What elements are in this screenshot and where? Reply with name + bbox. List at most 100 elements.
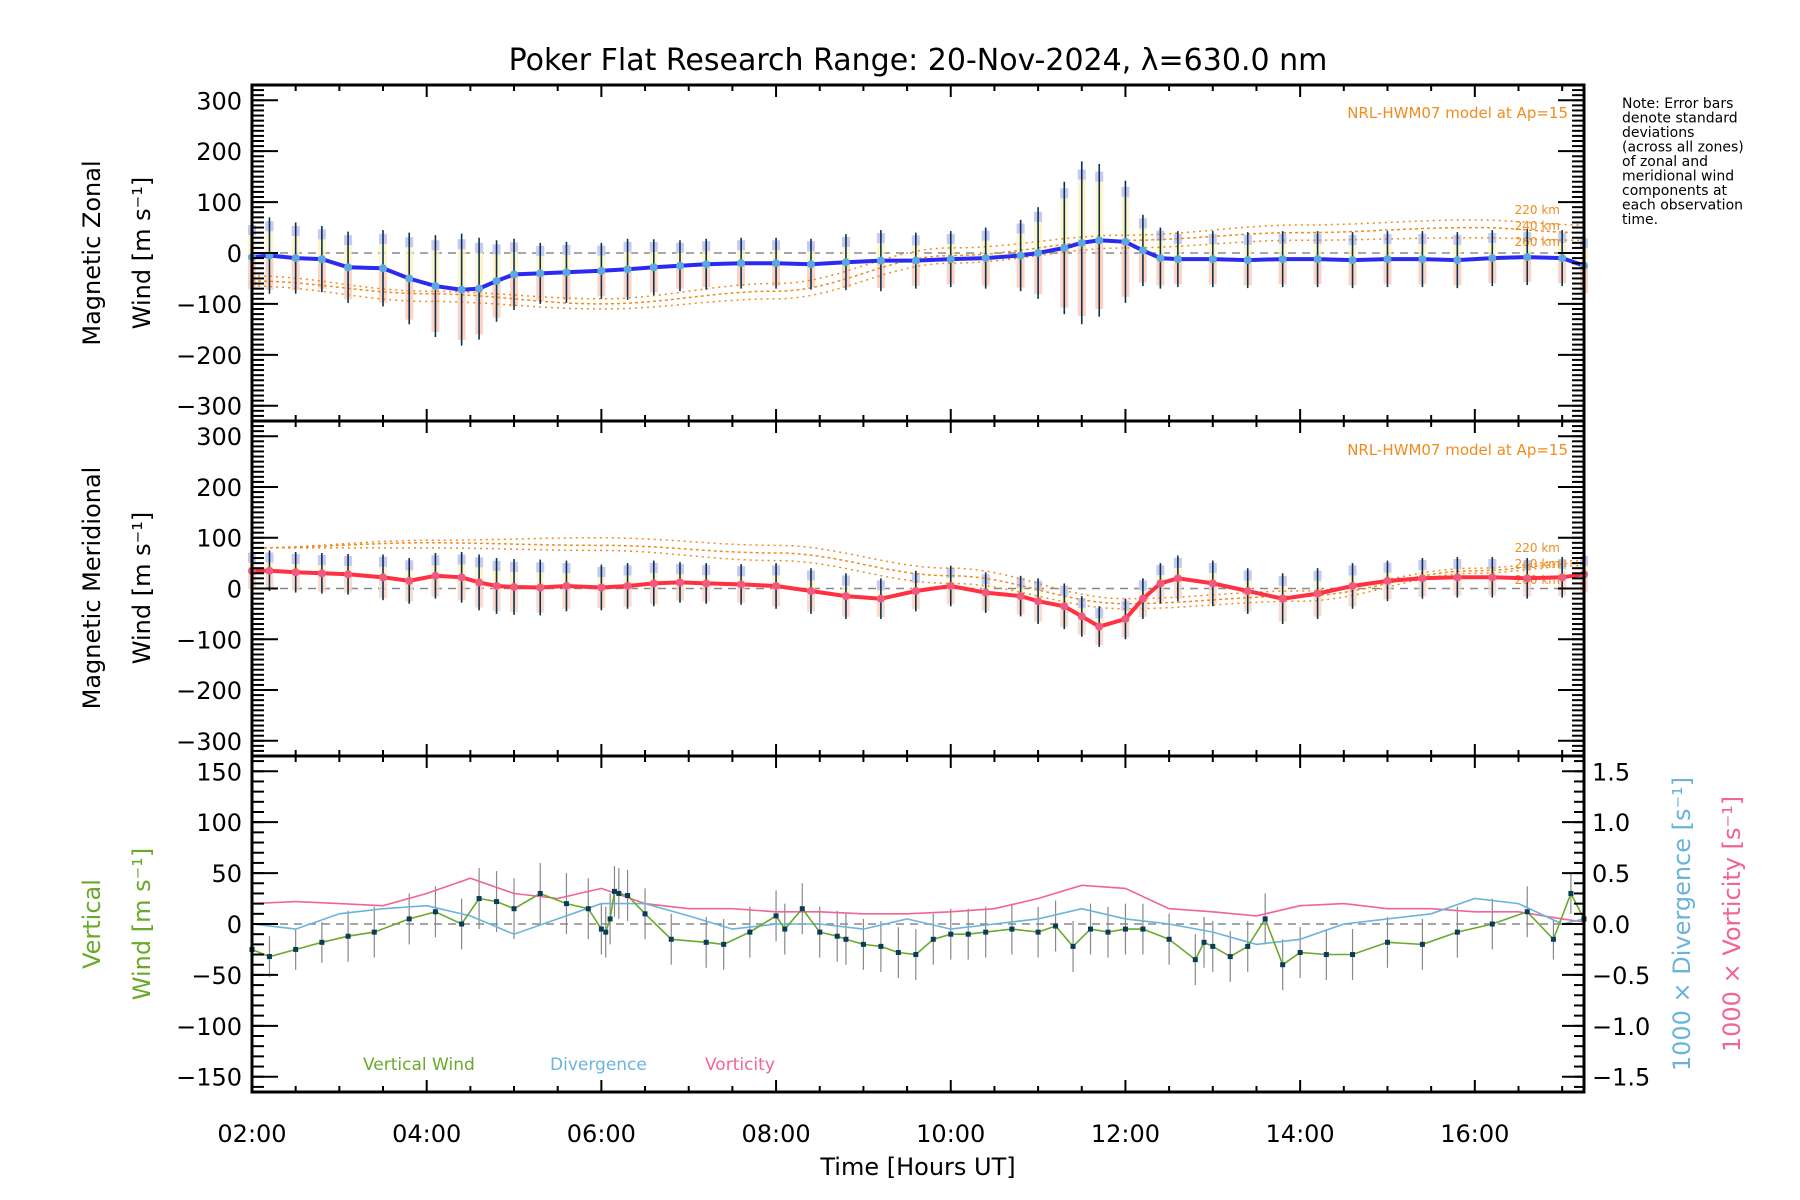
vertical-wind-point (965, 931, 971, 937)
vertical-wind-point (1524, 909, 1530, 915)
vorticity-line (251, 877, 1585, 923)
meridional-mean-point (1383, 576, 1392, 585)
meridional-mean-point (1016, 592, 1025, 601)
vorticity-ylabel: 1000 × Vorticity [s⁻¹] (1718, 796, 1746, 1052)
vertical-wind-point (1035, 929, 1041, 935)
vertical-wind-point (1350, 952, 1356, 958)
vertical-wind-point (345, 933, 351, 939)
zonal-panel: 220 km 240 km 260 km 300 200 100 0 −100 −200 −300 (176, 83, 1588, 423)
zonal-mean-point (431, 282, 440, 291)
vertical-wind-point (878, 943, 884, 949)
chart-title: Poker Flat Research Range: 20-Nov-2024, … (509, 43, 1328, 78)
zonal-mean-point (536, 269, 545, 278)
meridional-model-curve (252, 542, 1585, 605)
meridional-model-altitude-label: 240 km (1515, 557, 1560, 571)
note-line: Note: Error bars (1622, 96, 1733, 112)
note-line: deviations (1622, 125, 1694, 141)
zonal-mean-point (807, 260, 816, 269)
x-tick-label: 02:00 (217, 1120, 286, 1148)
zonal-tick-label: −100 (176, 291, 242, 319)
zonal-mean-point (1077, 238, 1086, 247)
zonal-mean-point (1418, 255, 1427, 264)
zonal-mean-point (623, 265, 632, 274)
vertical-tick-label: −50 (191, 962, 242, 990)
meridional-mean-point (1313, 589, 1322, 598)
vertical-wind-point (860, 941, 866, 947)
vertical-tick-label: −100 (176, 1013, 242, 1041)
vertical-wind-point (799, 906, 805, 912)
vertical-wind-point (642, 911, 648, 917)
meridional-mean-point (737, 580, 746, 589)
meridional-tick-label: 0 (227, 576, 242, 604)
meridional-mean-point (1348, 581, 1357, 590)
vertical-wind-point (625, 892, 631, 898)
vertical-wind-point (1053, 923, 1059, 929)
vertical-wind-point (1550, 936, 1556, 942)
vertical-wind-point (494, 899, 500, 905)
zonal-mean-point (1156, 254, 1165, 263)
x-tick-label: 14:00 (1266, 1120, 1335, 1148)
vertical-tick-label: 50 (211, 860, 242, 888)
note-line: meridional wind (1622, 169, 1734, 185)
meridional-model-label: NRL-HWM07 model at Ap=15 (1347, 441, 1568, 459)
note-line: (across all zones) (1622, 140, 1744, 156)
vertical-wind-point (817, 929, 823, 935)
meridional-mean-point (649, 579, 658, 588)
zonal-mean-point (1173, 255, 1182, 264)
zonal-model-curve (252, 236, 1585, 310)
divergence-line (251, 897, 1585, 946)
meridional-mean-point (344, 570, 353, 579)
meridional-ylabel-1: Magnetic Meridional (78, 467, 106, 710)
note-line: of zonal and (1622, 154, 1708, 170)
x-tick-label: 04:00 (392, 1120, 461, 1148)
vertical-wind-point (1088, 926, 1094, 932)
vertical-wind-point (1009, 926, 1015, 932)
zonal-tick-label: 0 (227, 240, 242, 268)
vertical-ylabel-1: Vertical (78, 879, 106, 969)
vertical-wind-point (1245, 943, 1251, 949)
note-line: components at (1622, 183, 1728, 199)
vertical-wind-point (371, 929, 377, 935)
zonal-mean-point (475, 284, 484, 293)
meridional-mean-point (702, 579, 711, 588)
plot-layers: 220 km 240 km 260 km 300 200 100 0 −100 −200 −300… (176, 83, 1650, 1148)
meridional-mean-point (772, 581, 781, 590)
meridional-tick-label: 100 (196, 525, 242, 553)
vertical-wind-point (603, 929, 609, 935)
vertical-ylabel-2: Wind [m s⁻¹] (128, 848, 156, 1000)
zonal-mean-point (1208, 255, 1217, 264)
note-line: each observation (1622, 198, 1743, 214)
zonal-mean-point (1558, 254, 1567, 263)
zonal-mean-point (1095, 236, 1104, 245)
meridional-mean-point (675, 578, 684, 587)
vertical-wind-point (476, 896, 482, 902)
zonal-mean-point (1034, 249, 1043, 257)
meridional-mean-line (252, 568, 1585, 629)
right-tick-label: −1.0 (1592, 1013, 1650, 1041)
vertical-wind-point (1227, 954, 1233, 960)
vertical-wind-point (598, 926, 604, 932)
vertical-wind-point (607, 916, 613, 922)
meridional-mean-point (492, 581, 501, 590)
vertical-wind-point (266, 954, 272, 960)
zonal-mean-point (1243, 256, 1252, 265)
vertical-wind-point (293, 946, 299, 952)
meridional-mean-point (1077, 612, 1086, 621)
zonal-mean-point (981, 254, 990, 263)
meridional-tick-label: 300 (196, 423, 242, 451)
vertical-wind-point (913, 952, 919, 958)
x-tick-label: 12:00 (1091, 1120, 1160, 1148)
zonal-mean-point (291, 254, 300, 263)
vertical-wind-point (1070, 943, 1076, 949)
zonal-mean-point (841, 258, 850, 267)
zonal-mean-point (1121, 237, 1130, 246)
vertical-wind-point (1384, 939, 1390, 945)
vertical-wind-point (511, 906, 517, 912)
meridional-mean-point (1523, 574, 1532, 583)
x-tick-label: 10:00 (916, 1120, 985, 1148)
meridional-ylabel-2: Wind [m s⁻¹] (128, 512, 156, 664)
right-tick-label: 1.0 (1592, 809, 1630, 837)
zonal-tick-label: 200 (196, 138, 242, 166)
